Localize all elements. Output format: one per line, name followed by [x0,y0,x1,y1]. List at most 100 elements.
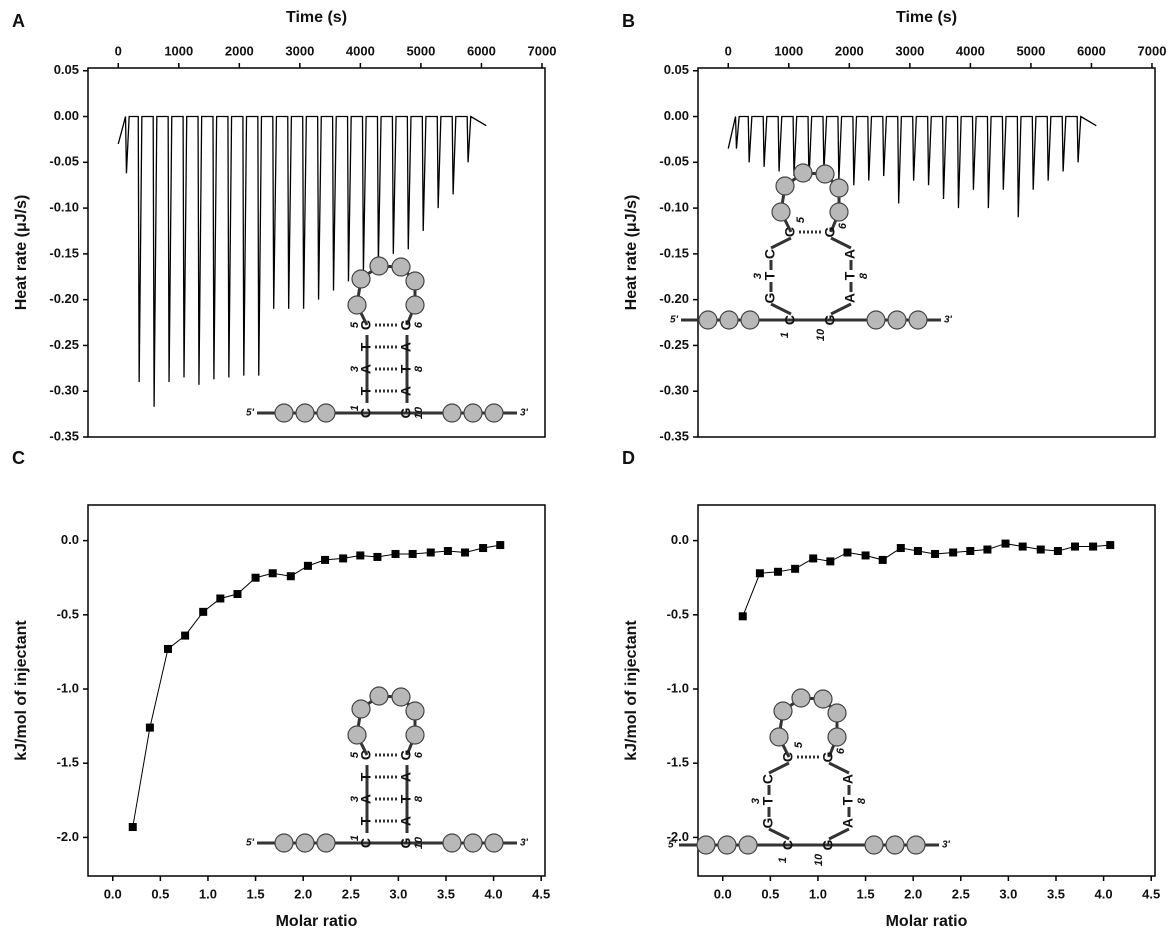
position-number: 6 [837,222,849,229]
x-tick-label: 5000 [406,43,435,58]
panel-label: A [12,11,25,31]
position-number: 5 [793,741,805,748]
x-tick-label: 0.0 [714,886,732,901]
nucleotide-letter: C [780,840,796,850]
data-line [132,544,501,828]
nucleotide-letter: C [358,320,374,330]
nucleotide-bead [908,310,928,330]
panel-label: D [622,448,635,468]
x-tick-label: 4000 [956,43,985,58]
position-number: 6 [413,321,425,328]
data-point [1106,541,1115,550]
plot-frame [697,67,1156,438]
x-tick-label: 1000 [774,43,803,58]
y-tick-label: -0.30 [659,383,689,398]
strand-end: 3' [942,840,951,851]
position-number: 8 [413,795,425,802]
nucleotide-letter: A [358,794,374,804]
plot-frame [697,504,1156,877]
x-tick-label: 7000 [1138,43,1167,58]
position-number: 10 [813,853,825,866]
data-point [286,572,295,581]
nucleotide-letter: T [840,796,856,805]
data-point [443,547,452,556]
backbone [768,761,790,775]
nucleotide-bead [827,703,847,723]
y-tick-label: 0.00 [664,108,689,123]
data-point [983,545,992,554]
x-tick-label: 2.0 [294,886,312,901]
nucleotide-bead [829,178,849,198]
x-tick-label: 0 [115,43,122,58]
nucleotide-bead [369,686,389,706]
position-number: 3 [349,796,361,802]
x-axis-label: Molar ratio [886,913,968,930]
nucleotide-letter: G [822,314,838,325]
x-tick-label: 1.5 [247,886,265,901]
nucleotide-bead [442,403,462,423]
nucleotide-bead [274,833,294,853]
x-tick-label: 2.0 [904,886,922,901]
y-axis-label: Heat rate (μJ/s) [13,195,30,311]
nucleotide-bead [405,701,425,721]
data-point [1036,545,1045,554]
nucleotide-letter: A [398,342,414,352]
nucleotide-bead [347,295,367,315]
nucleotide-bead [463,833,483,853]
x-tick-label: 3.0 [389,886,407,901]
data-point [145,723,154,732]
data-line [117,115,487,407]
y-tick-label: -0.25 [49,337,79,352]
data-point [878,555,887,564]
nucleotide-bead [463,403,483,423]
data-point [1071,542,1080,551]
y-tick-label: -2.0 [667,829,689,844]
nucleotide-bead [771,202,791,222]
data-point [426,548,435,557]
y-tick-label: -0.15 [49,245,79,260]
nucleotide-bead [405,295,425,315]
x-tick-label: 7000 [528,43,557,58]
x-tick-label: 1.0 [809,886,827,901]
y-tick-label: 0.00 [54,108,79,123]
nucleotide-bead [887,310,907,330]
x-tick-label: 4.5 [1142,886,1160,901]
nucleotide-bead [815,164,835,184]
nucleotide-bead [866,310,886,330]
backbone [768,827,790,841]
position-number: 10 [413,406,425,419]
data-point [268,569,277,578]
y-tick-label: -0.15 [659,245,689,260]
nucleotide-bead [484,833,504,853]
nucleotide-bead [791,688,811,708]
dna-diagram: 5' 3' C G T C C G A T A G 1 3 5 6 8 10 [668,688,951,866]
data-point [181,631,190,640]
x-tick-label: 1.5 [857,886,875,901]
nucleotide-bead [351,699,371,719]
y-axis-label: Heat rate (μJ/s) [623,195,640,311]
nucleotide-letter: C [780,752,796,762]
nucleotide-bead [738,835,758,855]
position-number: 8 [413,365,425,372]
data-point [356,551,365,560]
position-number: 8 [856,797,868,804]
data-point [966,547,975,556]
data-line [727,115,1097,218]
nucleotide-letter: A [398,816,414,826]
nucleotide-letter: T [358,772,374,781]
nucleotide-bead [391,687,411,707]
nucleotide-letter: C [782,227,798,237]
nucleotide-bead [484,403,504,423]
y-tick-label: -0.35 [659,428,689,443]
position-number: 3 [349,366,361,372]
backbone [830,302,852,316]
x-tick-label: 2000 [835,43,864,58]
position-number: 5 [349,751,361,758]
y-tick-label: 0.0 [61,532,79,547]
data-point [1053,547,1062,556]
nucleotide-bead [347,725,367,745]
x-tick-label: 6000 [467,43,496,58]
x-tick-label: 3000 [895,43,924,58]
data-point [913,547,922,556]
position-number: 10 [413,836,425,849]
